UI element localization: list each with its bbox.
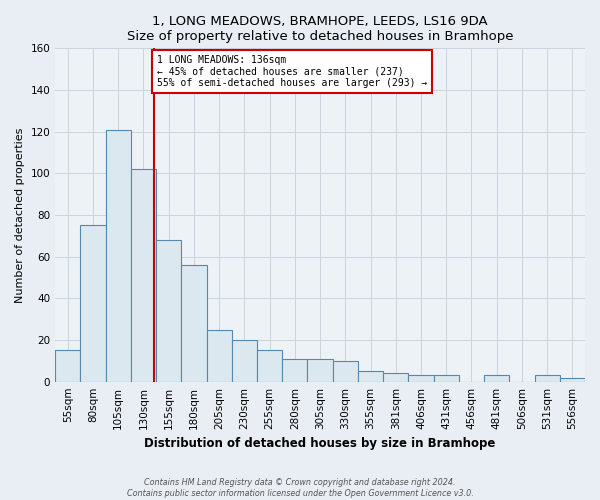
Bar — [484, 376, 509, 382]
Title: 1, LONG MEADOWS, BRAMHOPE, LEEDS, LS16 9DA
Size of property relative to detached: 1, LONG MEADOWS, BRAMHOPE, LEEDS, LS16 9… — [127, 15, 514, 43]
Text: Contains HM Land Registry data © Crown copyright and database right 2024.
Contai: Contains HM Land Registry data © Crown c… — [127, 478, 473, 498]
Bar — [257, 350, 282, 382]
Bar — [156, 240, 181, 382]
Bar — [409, 376, 434, 382]
Bar — [232, 340, 257, 382]
Y-axis label: Number of detached properties: Number of detached properties — [15, 128, 25, 302]
Bar — [282, 359, 307, 382]
X-axis label: Distribution of detached houses by size in Bramhope: Distribution of detached houses by size … — [145, 437, 496, 450]
Bar — [560, 378, 585, 382]
Bar — [535, 376, 560, 382]
Bar — [80, 226, 106, 382]
Bar — [106, 130, 131, 382]
Bar — [358, 372, 383, 382]
Bar — [383, 374, 409, 382]
Bar — [181, 265, 206, 382]
Bar — [55, 350, 80, 382]
Bar — [206, 330, 232, 382]
Bar — [131, 169, 156, 382]
Bar — [307, 359, 332, 382]
Bar — [434, 376, 459, 382]
Bar — [332, 361, 358, 382]
Text: 1 LONG MEADOWS: 136sqm
← 45% of detached houses are smaller (237)
55% of semi-de: 1 LONG MEADOWS: 136sqm ← 45% of detached… — [157, 54, 428, 88]
